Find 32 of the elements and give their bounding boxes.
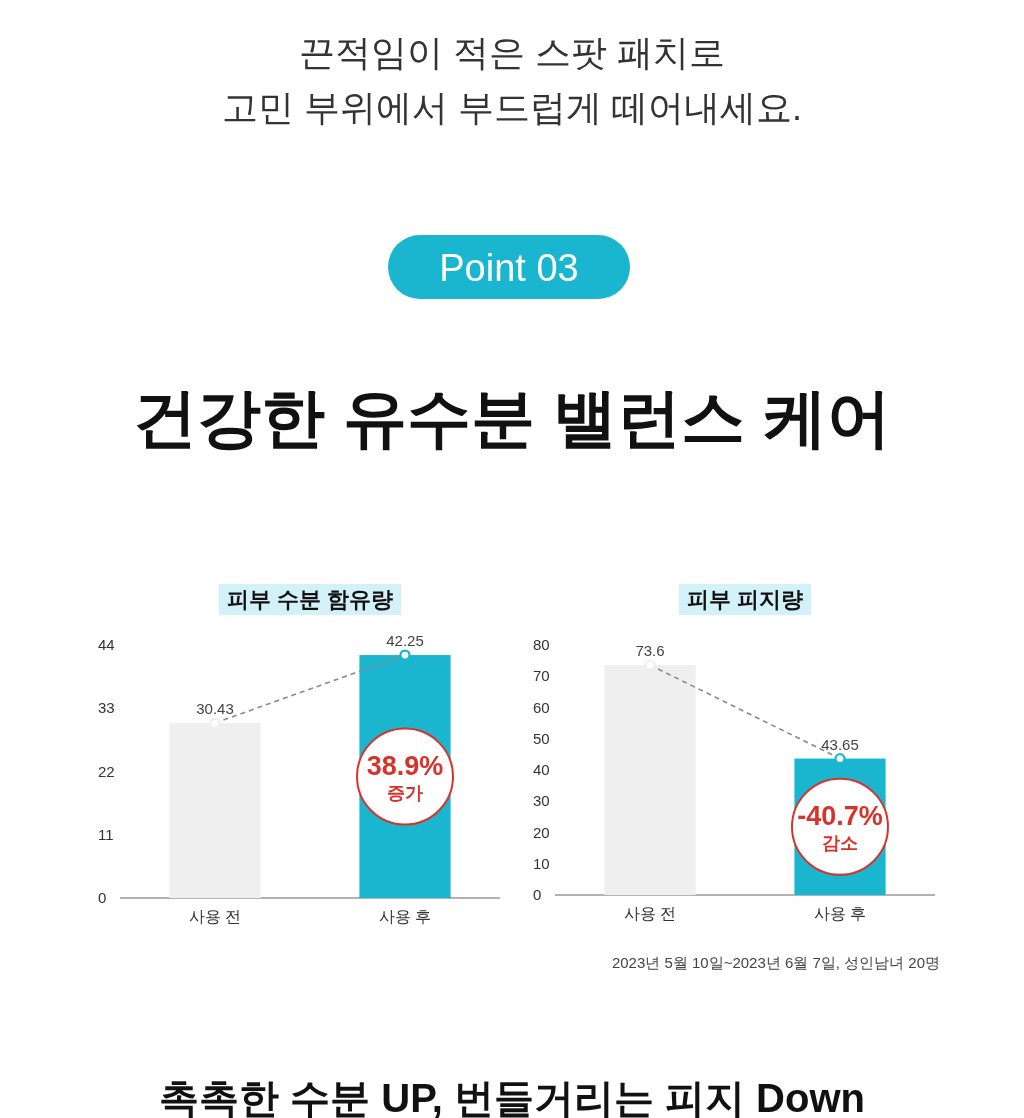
x-tick-label: 사용 후 — [813, 905, 867, 922]
y-tick-label: 22 — [98, 762, 115, 780]
y-tick-label: 70 — [533, 667, 550, 685]
text: 고민 부위에서 부드럽게 떼어내세요. — [221, 87, 803, 128]
chart-title: 피부 수분 함유량 — [226, 587, 394, 612]
y-tick-label: 20 — [533, 823, 550, 841]
text: Point 03 — [439, 247, 579, 289]
y-tick-label: 33 — [98, 699, 115, 717]
y-tick-label: 60 — [533, 698, 550, 716]
x-tick-label: 사용 전 — [188, 908, 242, 925]
x-tick-label: 사용 후 — [378, 908, 432, 925]
annotation: 38.9% 증가 — [366, 750, 444, 803]
text: 촉촉한 수분 UP, 번들거리는 피지 Down — [159, 1076, 865, 1118]
data-label: 42.25 — [386, 632, 424, 650]
y-tick-label: 80 — [533, 636, 550, 653]
text: 2023년 5월 10일~2023년 6월 7일, 성인남녀 20명 — [611, 954, 940, 971]
y-tick-label: 10 — [533, 854, 550, 872]
annotation: -40.7% 감소 — [797, 800, 883, 853]
y-tick-label: 0 — [533, 886, 542, 903]
data-label: 73.6 — [635, 642, 665, 659]
data-label: 30.43 — [196, 700, 234, 718]
y-tick-label: 30 — [533, 792, 550, 810]
text: 건강한 유수분 밸런스 케어 — [133, 382, 891, 455]
data-label: 43.65 — [821, 735, 859, 753]
y-tick-label: 44 — [98, 636, 115, 653]
x-tick-label: 사용 전 — [623, 905, 677, 922]
chart-title: 피부 피지량 — [686, 587, 804, 612]
y-tick-label: 0 — [98, 889, 107, 906]
y-tick-label: 11 — [98, 825, 114, 843]
text: 끈적임이 적은 스팟 패치로 — [298, 32, 726, 73]
y-tick-label: 40 — [533, 761, 550, 778]
y-tick-label: 50 — [533, 729, 550, 747]
